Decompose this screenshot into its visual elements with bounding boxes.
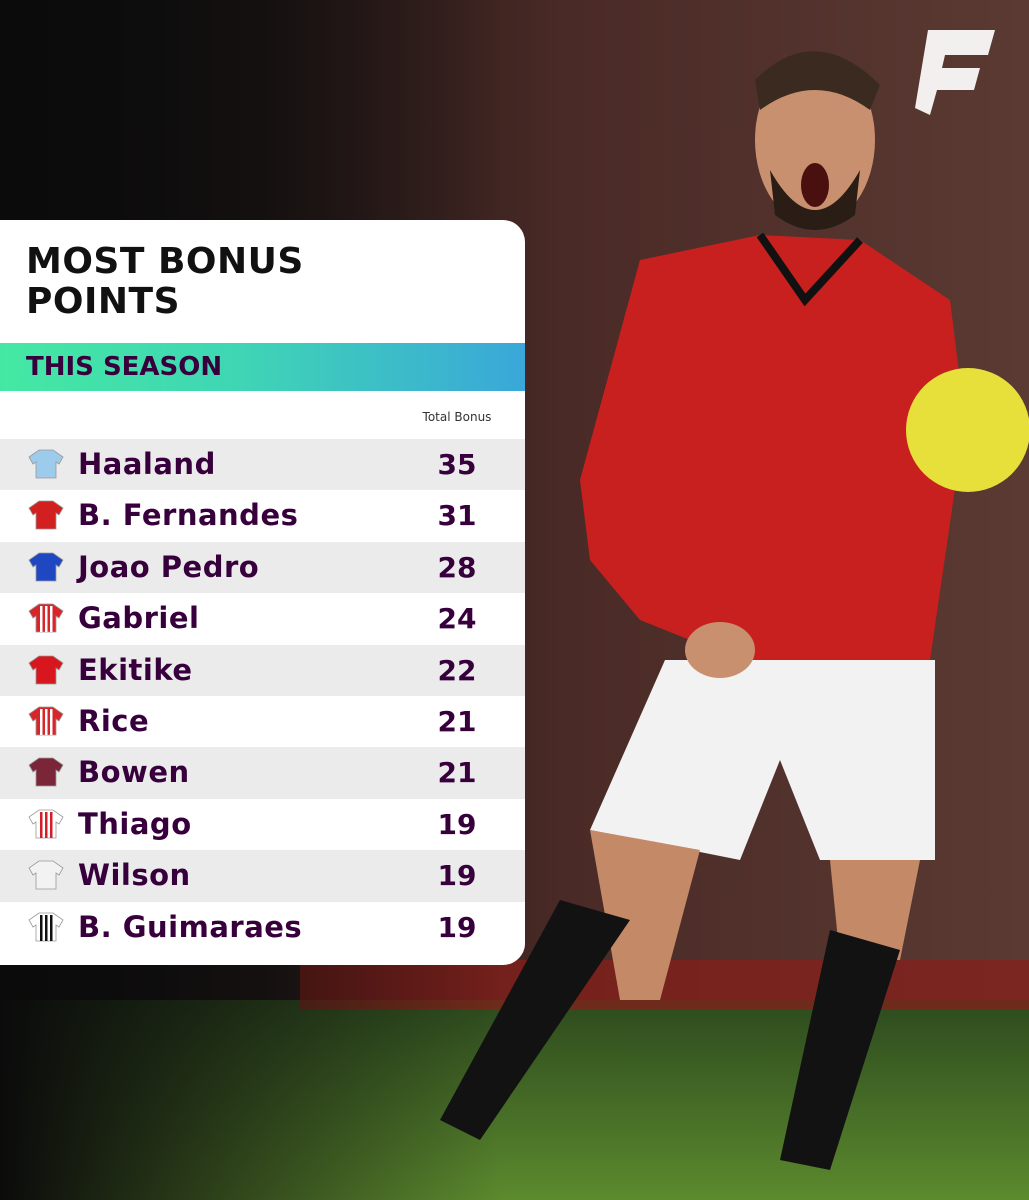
player-name: Wilson — [78, 858, 191, 893]
table-row: Rice 21 — [0, 695, 525, 748]
title: MOST BONUS POINTS — [26, 241, 304, 322]
team-shirt-icon — [28, 706, 64, 736]
shirt-body — [28, 500, 64, 530]
player-name: Rice — [78, 703, 150, 738]
shirt-body — [28, 757, 64, 787]
shirt-stripe — [45, 708, 48, 735]
player-name: B. Guimaraes — [78, 909, 303, 944]
bonus-value: 21 — [437, 756, 477, 790]
subtitle: THIS SEASON — [26, 352, 223, 382]
bonus-value: 19 — [437, 910, 477, 944]
table-row: Thiago 19 — [0, 798, 525, 851]
player-name: Bowen — [78, 755, 190, 790]
shirt-stripe — [50, 914, 53, 941]
bonus-value: 19 — [437, 807, 477, 841]
player-name: Haaland — [78, 447, 216, 481]
column-header: Total Bonus — [422, 410, 492, 424]
table-row: B. Guimaraes 19 — [0, 901, 525, 953]
shirt-body — [28, 449, 64, 479]
team-shirt-icon — [28, 500, 64, 530]
bonus-value: 31 — [437, 499, 477, 533]
bonus-value: 28 — [437, 550, 477, 584]
shirt-stripe — [45, 811, 48, 838]
shirt-stripe — [50, 606, 53, 633]
shirt-body — [28, 860, 64, 890]
team-shirt-icon — [28, 912, 64, 941]
bonus-value: 35 — [437, 448, 477, 481]
shirt-stripe — [40, 811, 43, 838]
table-row: Ekitike 22 — [0, 644, 525, 696]
team-shirt-icon — [28, 809, 64, 839]
table-row: Haaland 35 — [0, 439, 525, 491]
player-name: Thiago — [78, 806, 192, 841]
shirt-body — [28, 552, 64, 582]
bonus-value: 24 — [437, 602, 477, 636]
shirt-stripe — [45, 914, 48, 941]
table-row: Joao Pedro 28 — [0, 541, 525, 594]
team-shirt-icon — [28, 449, 64, 479]
bonus-value: 19 — [437, 859, 477, 893]
table-row: B. Fernandes 31 — [0, 490, 525, 542]
player-name: B. Fernandes — [78, 498, 299, 533]
shirt-stripe — [40, 708, 43, 735]
table-row: Wilson 19 — [0, 850, 525, 902]
table-rows: Haaland 35 B. Fernandes 31 Joao Pedro 28 Gabri… — [0, 439, 525, 953]
team-shirt-icon — [28, 757, 64, 787]
player-name: Ekitike — [78, 652, 193, 687]
table-row: Gabriel 24 — [0, 593, 525, 645]
shirt-stripe — [40, 606, 43, 633]
player-name: Joao Pedro — [78, 549, 260, 584]
shirt-body — [28, 655, 64, 684]
shirt-stripe — [40, 914, 43, 941]
player — [440, 51, 1029, 1170]
team-shirt-icon — [28, 860, 64, 890]
bonus-value: 22 — [437, 653, 477, 687]
team-shirt-icon — [28, 655, 64, 684]
logo — [915, 30, 995, 115]
team-shirt-icon — [28, 603, 64, 633]
shirt-stripe — [50, 811, 53, 838]
bonus-value: 21 — [437, 704, 477, 738]
shirt-stripe — [45, 606, 48, 633]
shirt-stripe — [50, 708, 53, 735]
table-row: Bowen 21 — [0, 747, 525, 799]
player-name: Gabriel — [78, 601, 200, 636]
table-card: MOST BONUS POINTS THIS SEASON Total Bonu… — [0, 220, 525, 965]
subtitle-band: THIS SEASON — [0, 343, 525, 391]
team-shirt-icon — [28, 552, 64, 582]
